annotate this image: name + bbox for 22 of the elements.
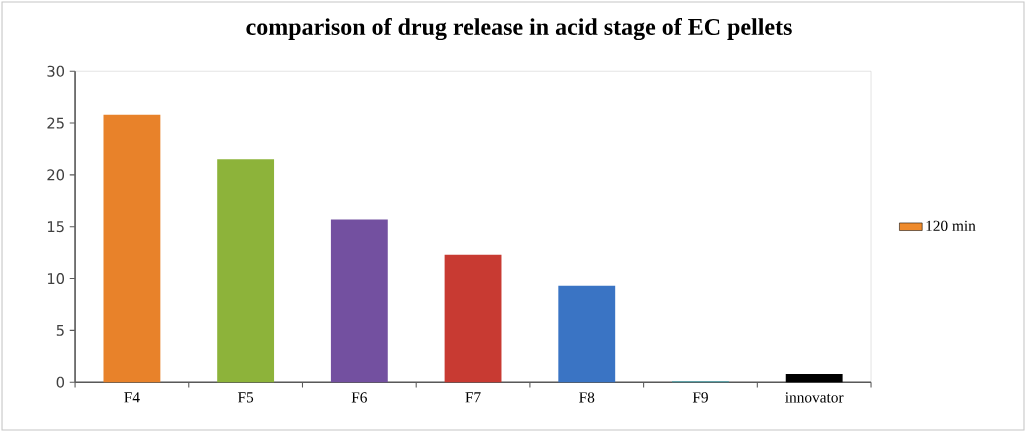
bar (558, 285, 616, 383)
y-tick-label: 0 (56, 376, 65, 388)
y-tick-label: 15 (47, 221, 64, 233)
x-tick-label: F9 (692, 392, 708, 403)
y-tick-label: 25 (47, 117, 64, 129)
y-tick-label: 10 (47, 273, 65, 285)
legend-label: 120 min (926, 220, 976, 231)
y-tick-label: 5 (56, 324, 64, 336)
bar (330, 219, 388, 383)
chart-title: comparison of drug release in acid stage of EC pellets (246, 17, 792, 41)
y-tick-label: 30 (47, 65, 65, 77)
x-tick-label: F5 (237, 392, 254, 403)
bar (444, 254, 502, 383)
x-tick-label: F6 (351, 392, 367, 403)
bar (103, 114, 161, 383)
bar (785, 373, 843, 383)
y-tick-label: 20 (47, 169, 65, 181)
x-tick-label: F8 (579, 392, 595, 403)
bar (217, 159, 275, 383)
x-tick-label: innovator (785, 392, 844, 403)
x-tick-label: F4 (124, 392, 140, 403)
x-tick-label: F7 (465, 392, 481, 403)
